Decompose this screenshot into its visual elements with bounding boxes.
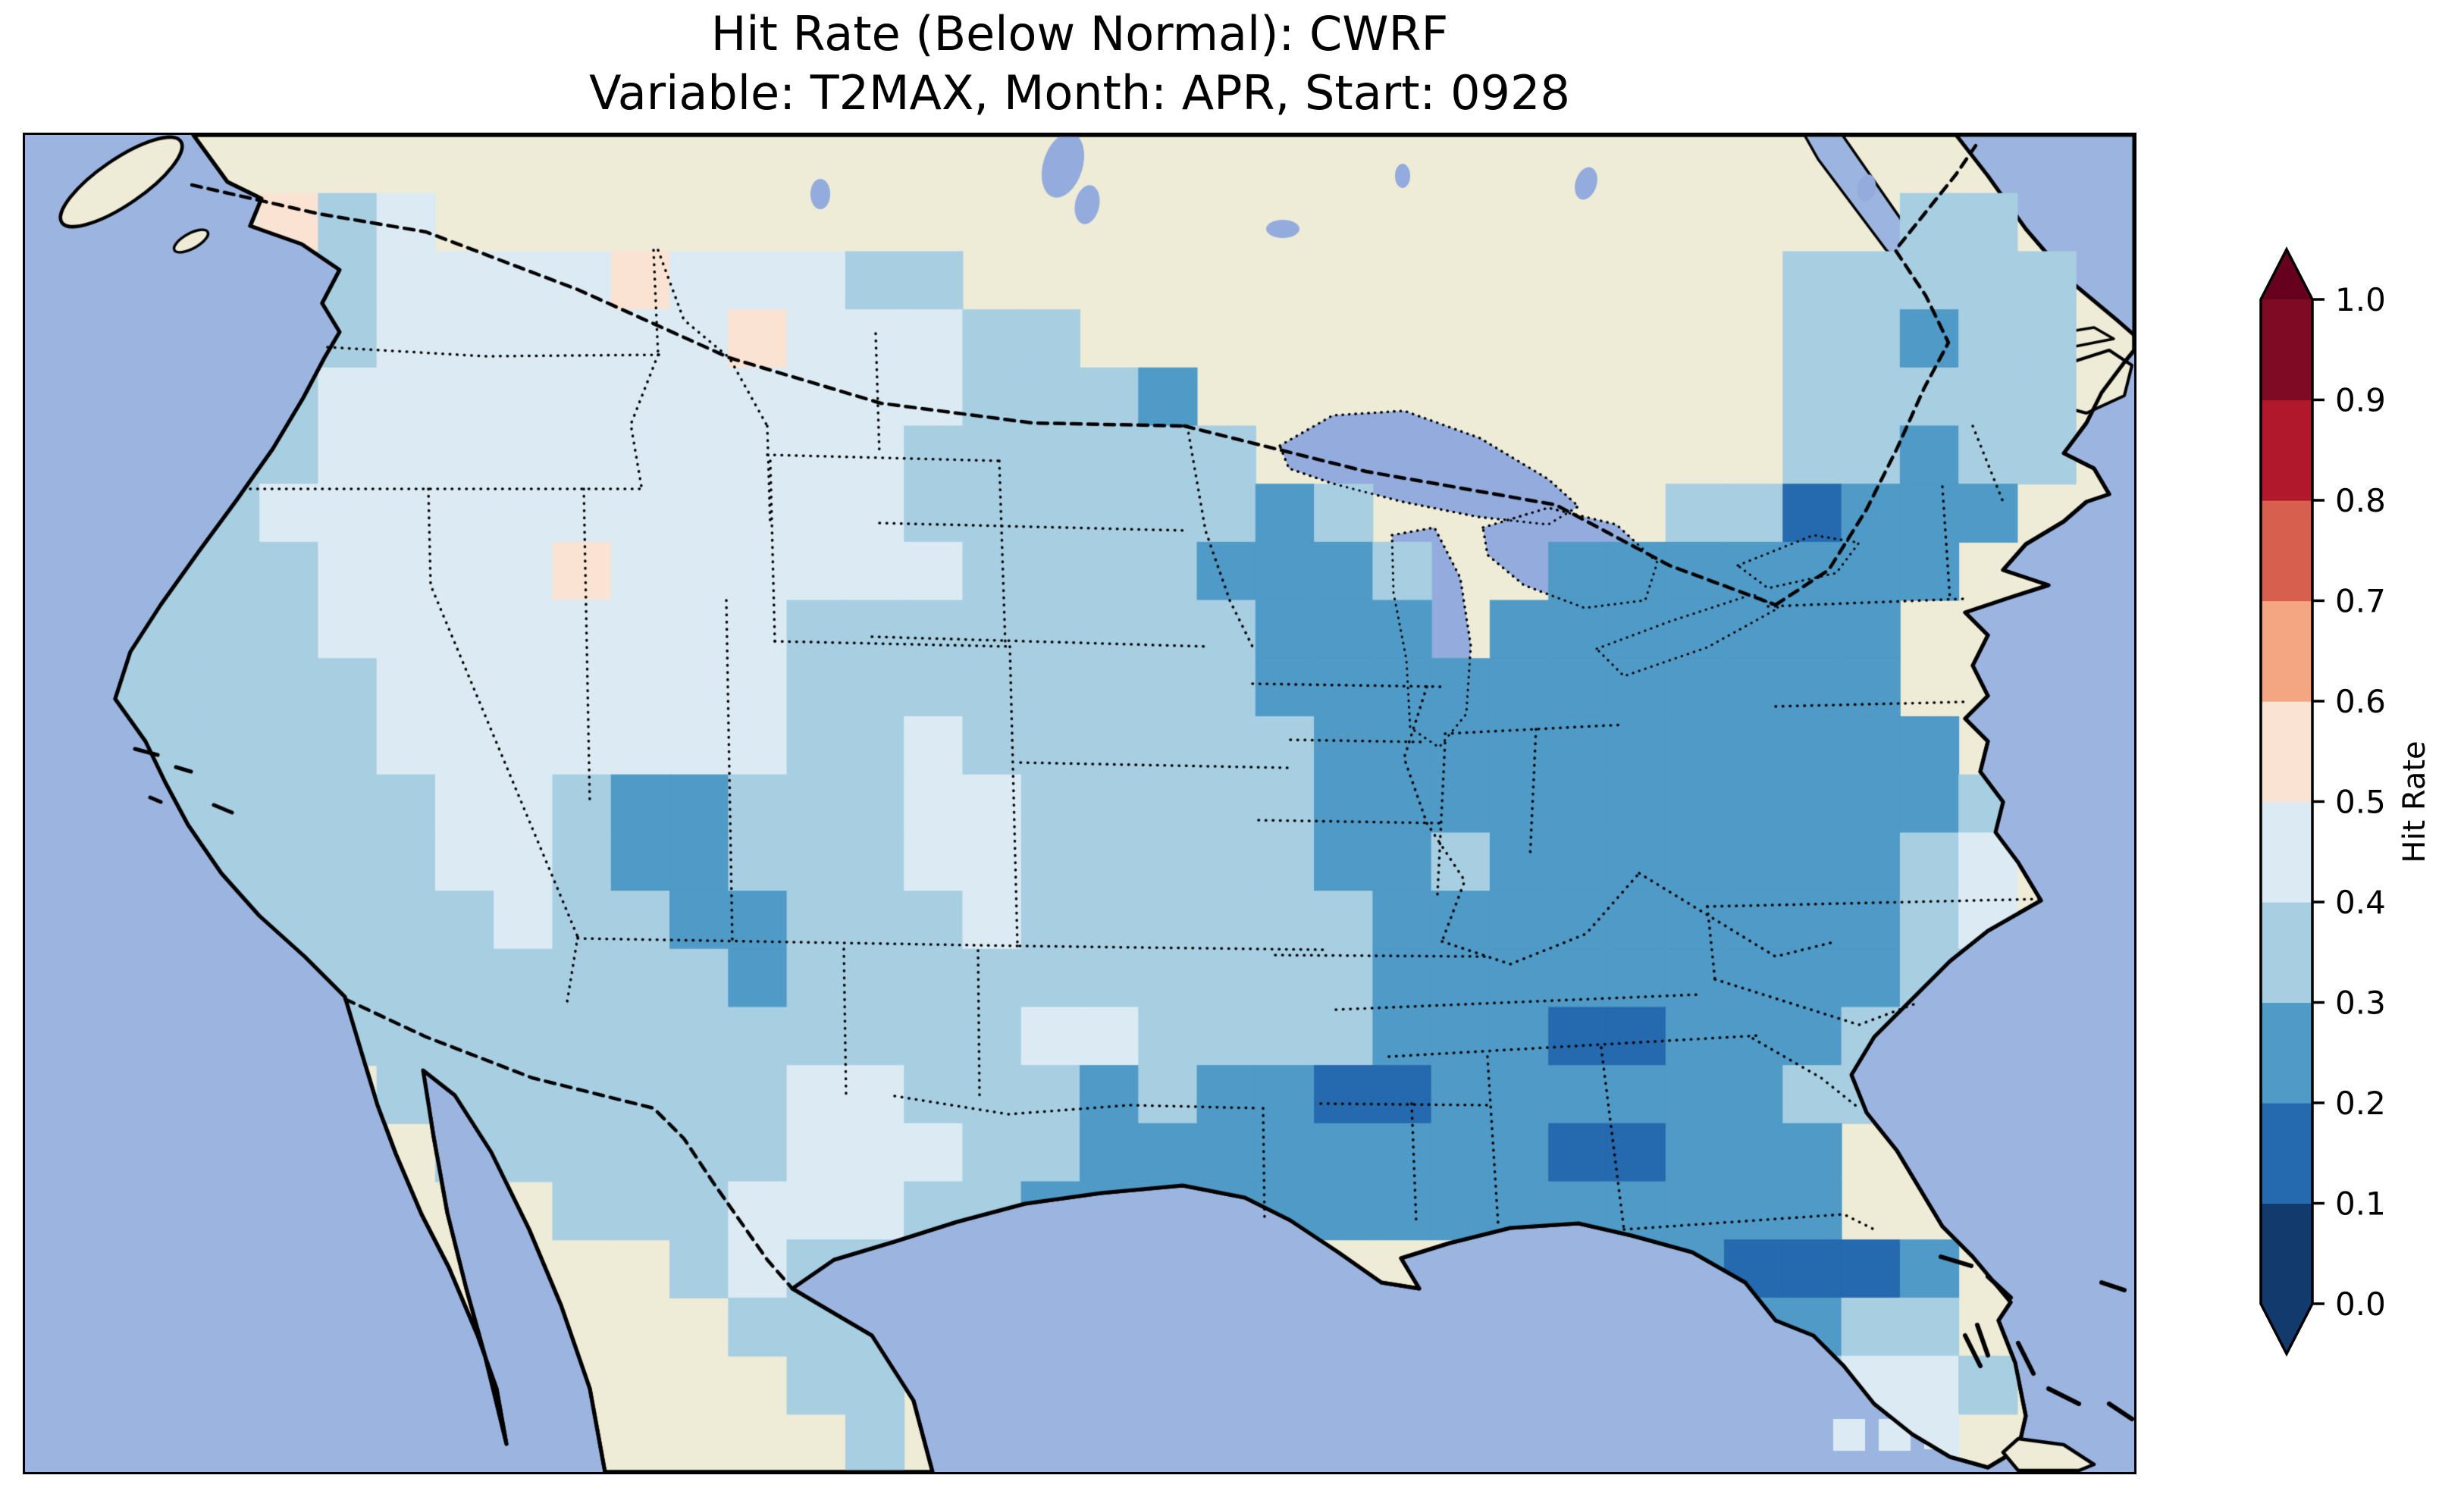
map-canvas [25, 135, 2134, 1472]
colorbar-tick-label: 0.0 [2335, 1286, 2386, 1323]
colorbar-bin [2261, 500, 2312, 602]
colorbar-tick-label: 0.4 [2335, 884, 2386, 921]
colorbar-tick-label: 0.7 [2335, 583, 2386, 620]
colorbar-tick-label: 0.5 [2335, 784, 2386, 821]
colorbar-bin [2261, 701, 2312, 803]
colorbar-tick-label: 0.8 [2335, 482, 2386, 519]
colorbar-over-arrow [2261, 249, 2312, 299]
figure-title-line1: Hit Rate (Below Normal): CWRF [710, 6, 1449, 61]
colorbar-bin [2261, 1002, 2312, 1104]
colorbar-under-arrow [2261, 1304, 2312, 1354]
colorbar-tick-label: 0.9 [2335, 382, 2386, 419]
colorbar-tick-label: 1.0 [2335, 281, 2386, 318]
colorbar-tick-label: 0.6 [2335, 683, 2386, 720]
colorbar-tick-label: 0.1 [2335, 1185, 2386, 1223]
colorbar-bin [2261, 299, 2312, 401]
colorbar-tick-label: 0.3 [2335, 985, 2386, 1022]
figure-title: Hit Rate (Below Normal): CWRF Variable: … [25, 5, 2134, 123]
colorbar-bin [2261, 1203, 2312, 1305]
map-frame [23, 133, 2136, 1474]
colorbar-bin [2261, 902, 2312, 1004]
figure-title-line2: Variable: T2MAX, Month: APR, Start: 0928 [589, 65, 1570, 121]
colorbar-tick-label: 0.2 [2335, 1085, 2386, 1122]
colorbar-bin [2261, 1103, 2312, 1204]
colorbar-outline [2259, 246, 2314, 1357]
colorbar-bin [2261, 801, 2312, 903]
colorbar-axis-label: Hit Rate [2397, 741, 2432, 863]
colorbar-bin [2261, 600, 2312, 702]
colorbar-bin [2261, 399, 2312, 501]
